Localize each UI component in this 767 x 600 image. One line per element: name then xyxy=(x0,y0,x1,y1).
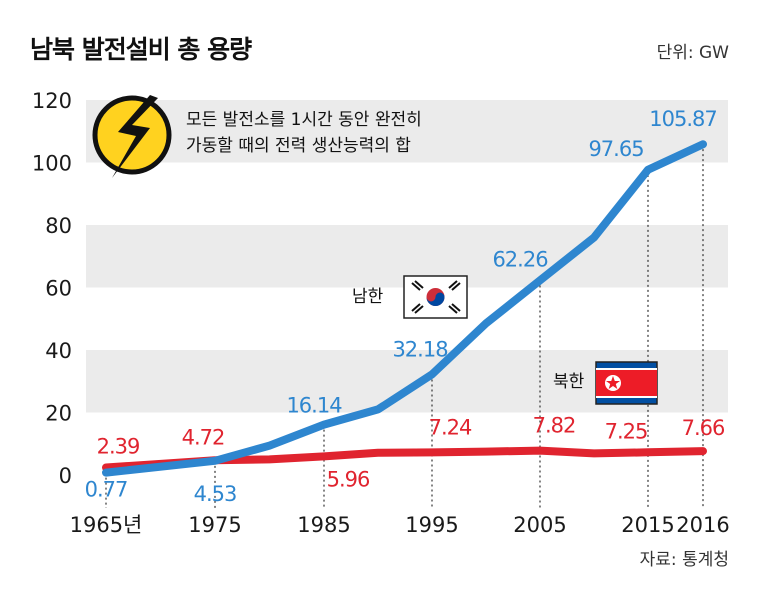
north-data-label: 4.72 xyxy=(182,425,225,449)
x-tick-label: 2016 xyxy=(676,513,729,537)
y-tick-label: 80 xyxy=(45,214,72,238)
y-tick-label: 100 xyxy=(32,152,72,176)
source-label: 자료: 통계청 xyxy=(639,550,729,570)
series-lines xyxy=(102,140,707,477)
north-data-label: 5.96 xyxy=(327,467,370,491)
y-axis-ticks: 0 20 40 60 80 100 120 xyxy=(32,89,72,488)
south-data-label: 97.65 xyxy=(588,137,643,161)
y-tick-label: 40 xyxy=(45,339,72,363)
north-data-label: 7.25 xyxy=(605,419,648,443)
x-axis-ticks: 1965년 1975 1985 1995 2005 2015 2016 xyxy=(70,513,730,537)
south-data-label: 32.18 xyxy=(392,337,447,361)
y-tick-label: 120 xyxy=(32,89,72,113)
legend-north-label: 북한 xyxy=(553,372,585,392)
note-line-1: 모든 발전소를 1시간 동안 완전히 xyxy=(186,110,422,130)
y-tick-label: 20 xyxy=(45,402,72,426)
x-tick-label: 2005 xyxy=(513,513,566,537)
chart-title: 남북 발전설비 총 용량 xyxy=(30,35,252,64)
legend-south-label: 남한 xyxy=(352,287,384,307)
south-data-label: 16.14 xyxy=(286,394,342,418)
x-tick-label: 1995 xyxy=(405,513,458,537)
north-data-label: 7.66 xyxy=(682,416,725,440)
x-tick-label: 1975 xyxy=(188,513,241,537)
lightning-icon xyxy=(92,95,172,178)
x-tick-label: 2015 xyxy=(621,513,674,537)
note-line-2: 가동할 때의 전력 생산능력의 합 xyxy=(186,136,411,156)
grid-band xyxy=(86,100,728,163)
grid-bands xyxy=(86,100,728,413)
south-data-label: 105.87 xyxy=(649,107,716,131)
south-data-label: 0.77 xyxy=(85,478,128,502)
north-data-label: 7.82 xyxy=(533,414,576,438)
north-data-label: 7.24 xyxy=(429,415,472,439)
south-data-label: 4.53 xyxy=(194,482,237,506)
north-data-label: 2.39 xyxy=(97,435,140,459)
y-tick-label: 60 xyxy=(45,277,72,301)
y-tick-label: 0 xyxy=(59,464,72,488)
x-tick-label: 1985 xyxy=(297,513,350,537)
south-korea-flag-icon xyxy=(403,275,468,319)
north-korea-flag-icon xyxy=(595,361,658,405)
x-tick-label: 1965년 xyxy=(70,513,143,537)
unit-label: 단위: GW xyxy=(656,43,729,63)
south-data-label: 62.26 xyxy=(492,247,548,271)
